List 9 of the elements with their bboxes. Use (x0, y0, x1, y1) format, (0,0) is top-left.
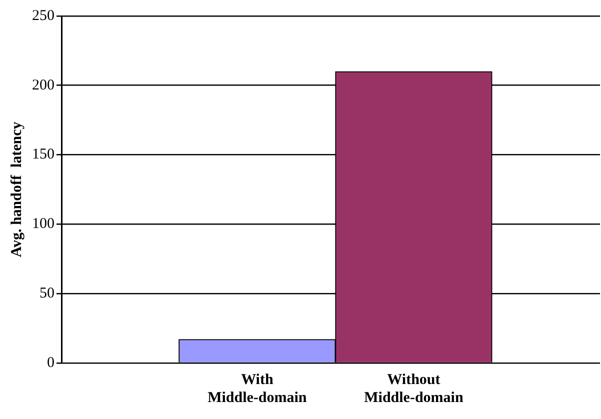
y-tick-label: 200 (32, 77, 54, 94)
y-tick-label: 100 (32, 216, 54, 232)
x-tick-label: With Middle-domain (208, 372, 308, 406)
x-tick-label: Without Middle-domain (364, 372, 464, 406)
y-tick-label: 150 (32, 146, 54, 163)
y-axis-title: Avg. handoff latency (8, 121, 25, 258)
y-tick-label: 0 (47, 354, 54, 371)
y-tick-label: 50 (40, 286, 54, 302)
y-tick-label: 250 (32, 8, 54, 24)
